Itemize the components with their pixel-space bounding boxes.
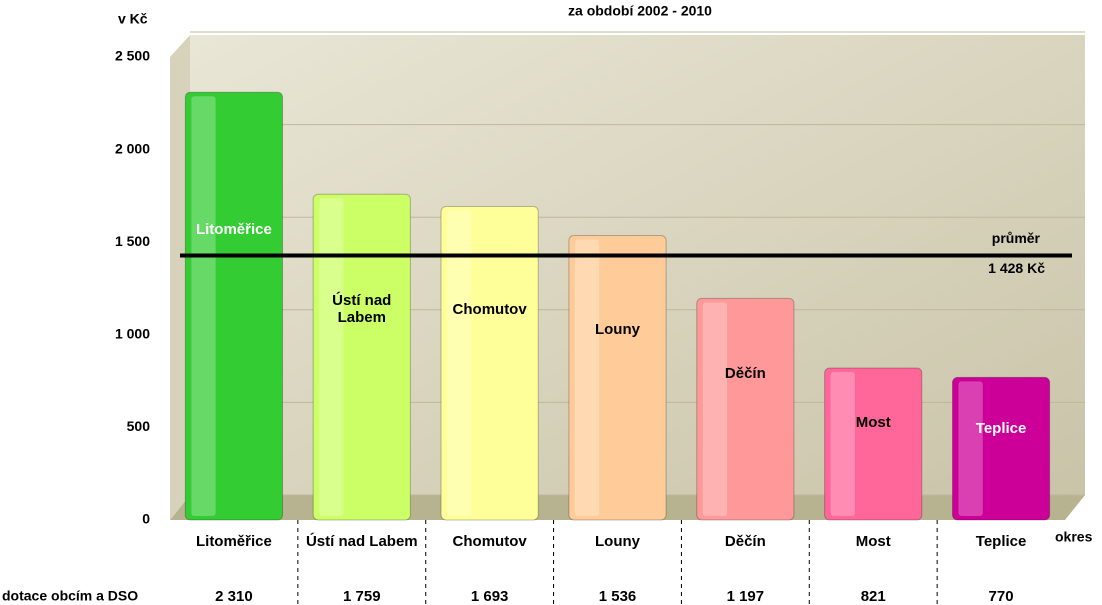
average-label: 1 428 Kč	[988, 260, 1045, 276]
bar-highlight	[702, 302, 728, 516]
bar-label: Chomutov	[452, 300, 527, 318]
bar-highlight	[319, 198, 344, 516]
y-tick-label: 500	[127, 418, 151, 434]
bar	[696, 297, 795, 521]
bar-highlight	[447, 210, 472, 516]
y-tick-label: 2 000	[115, 140, 150, 156]
bar	[312, 193, 411, 521]
x-tick-label: Louny	[595, 533, 640, 550]
bar-label: Děčín	[724, 364, 766, 382]
bar-label: Teplice	[975, 420, 1027, 438]
bar-label: Ústí nad Labem	[332, 291, 392, 326]
bar-label: Litoměřice	[195, 220, 272, 238]
bar	[184, 91, 284, 521]
bar	[568, 235, 667, 521]
x-tick-label: Děčín	[724, 533, 766, 550]
y-axis-label: v Kč	[118, 11, 148, 27]
table-row-label: dotace obcím a DSO	[2, 588, 138, 604]
table-value: 2 310	[215, 588, 253, 605]
x-tick-label: Chomutov	[452, 533, 527, 550]
x-tick-label: Teplice	[975, 533, 1027, 550]
x-axis-label: okres	[1055, 529, 1093, 545]
table-value: 821	[860, 588, 886, 605]
y-tick-label: 1 000	[115, 326, 150, 342]
average-name: průměr	[992, 230, 1041, 246]
bar-highlight	[191, 96, 216, 517]
bar-highlight	[958, 381, 983, 516]
table-value: 770	[988, 588, 1014, 605]
x-tick-label: Ústí nad Labem	[305, 533, 418, 550]
bar-highlight	[574, 239, 600, 516]
y-tick-label: 1 500	[115, 233, 150, 249]
bar-highlight	[830, 371, 855, 516]
bar-label: Louny	[594, 320, 640, 338]
y-tick-label: 2 500	[115, 48, 150, 64]
y-tick-label: 0	[142, 511, 150, 527]
bar	[824, 367, 923, 521]
table-value: 1 197	[726, 588, 765, 605]
side-wall	[170, 35, 190, 520]
table-value: 1 693	[470, 588, 509, 605]
x-tick-label: Most	[855, 533, 891, 550]
bar	[440, 205, 539, 521]
chart-title: za období 2002 - 2010	[568, 3, 712, 19]
bar	[951, 376, 1051, 521]
x-tick-label: Litoměřice	[195, 533, 272, 550]
table-value: 1 536	[598, 588, 637, 605]
table-value: 1 759	[343, 588, 381, 605]
bar-label: Most	[855, 413, 891, 431]
